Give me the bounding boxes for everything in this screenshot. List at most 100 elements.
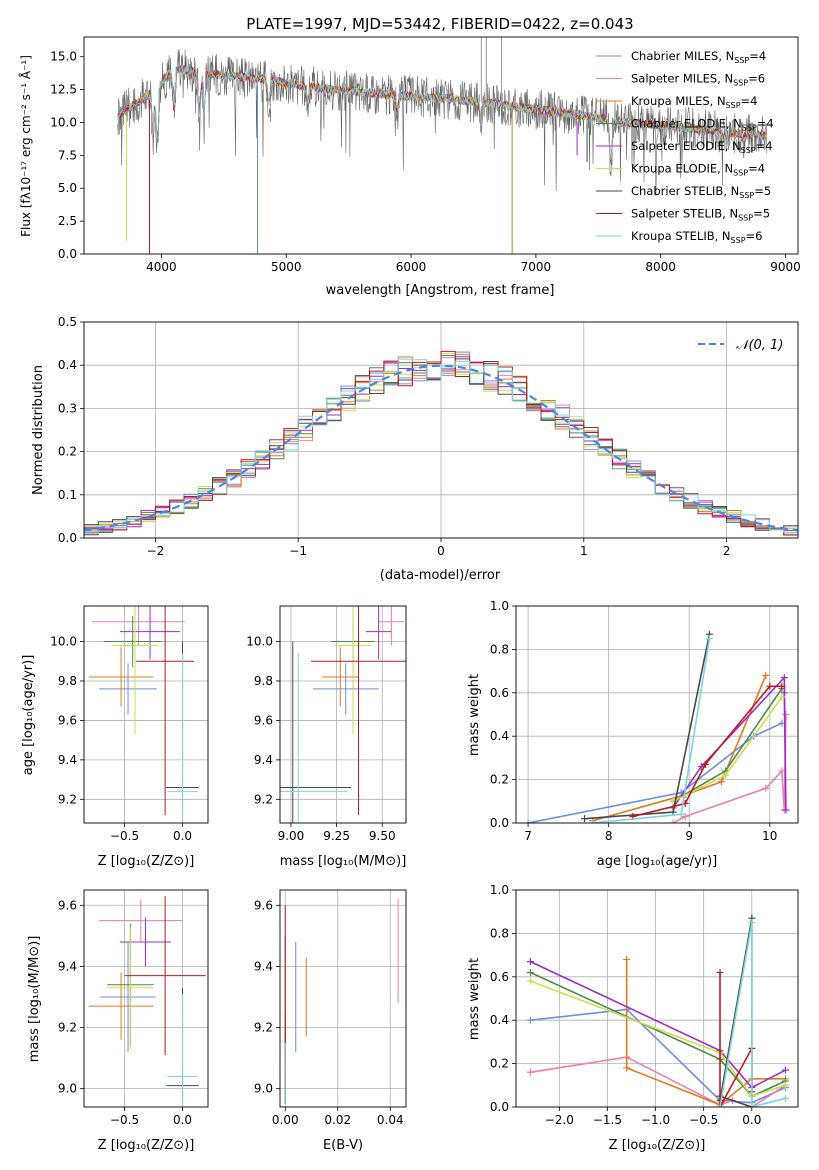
mass-weight-series-1 [672,714,787,823]
histogram-legend: 𝒩(0, 1) [698,338,783,353]
y-tick-label: 0.5 [58,315,77,329]
mass-weight-series-1 [530,1056,786,1107]
age-vs-mass-xlabel: mass [log₁₀(M/M⊙)] [280,854,407,869]
plot-marks [88,896,206,1107]
x-tick-label: 2 [723,544,731,558]
mass-weight-series-5 [530,980,786,1098]
mass-weight-series-3 [530,971,786,1098]
x-tick-label: 9 [685,829,693,843]
legend-name: Salpeter STELIB, N [631,207,738,221]
y-tick-label: 9.0 [254,1082,273,1096]
mass-weight-point [623,1064,631,1072]
legend-name: Chabrier MILES, N [631,49,734,63]
x-tick-label: −1 [289,544,307,558]
y-tick-label: 9.4 [254,959,273,973]
legend-label: Chabrier MILES, NSSP=4 [631,49,766,65]
mass-vs-z-xlabel: Z [log₁₀(Z/Z⊙)] [98,1138,195,1153]
plot-marks [84,350,798,538]
mass-weight-vs-age-ylabel: mass weight [467,674,482,756]
mass-weight-point [778,682,786,690]
mass-weight-point [780,689,788,697]
gaussian-legend-label: 𝒩(0, 1) [736,338,783,353]
legend-label: Kroupa ELODIE, NSSP=4 [631,162,765,178]
x-tick-label: 0.0 [173,1113,192,1127]
mass-weight-point [716,1103,724,1107]
x-tick-label: 7000 [521,260,552,274]
spectrum-plot-area: 4000 5000 6000 7000 8000 9000 0.0 2.5 5.0 7.5 10.0… [50,36,801,274]
y-tick-label: 1.0 [490,883,509,897]
x-tick-label: 9000 [770,260,801,274]
axes-frame [279,605,407,824]
mass-weight-vs-age-xlabel: age [log₁₀(age/yr)] [597,854,718,869]
x-tick-label: 9.00 [278,829,305,843]
mass-weight-point [623,955,631,963]
mass-weight-point [705,635,713,643]
legend-sub: SSP [731,236,746,245]
legend-sub: SSP [734,56,749,65]
y-tick-label: 1.0 [490,599,509,613]
legend-name: Chabrier STELIB, N [631,184,739,198]
plot-marks [526,914,789,1107]
mass-weight-point [526,977,534,985]
mass-weight-point [781,1066,789,1074]
mass-weight-point [580,815,588,823]
mass-weight-vs-z-ylabel: mass weight [467,958,482,1040]
y-tick-label: 9.2 [58,792,77,806]
mass-weight-point [681,812,689,820]
y-tick-label: 10.0 [50,635,77,649]
y-tick-label: 9.4 [254,753,273,767]
axes-frame [515,605,799,824]
legend-label: Salpeter MILES, NSSP=6 [631,72,765,88]
age-vs-z-plot-area: −0.5 0.0 9.2 9.4 9.6 9.8 10.0 [50,605,209,843]
legend-sub: SSP [726,101,741,110]
mass-vs-z-ylabel: mass [log₁₀(M/M⊙)] [27,936,42,1063]
mass-weight-point [677,810,685,818]
y-tick-label: 0.4 [490,1013,509,1027]
axes-frame [515,889,799,1108]
x-tick-label: 0 [437,544,445,558]
x-tick-label: 0.04 [377,1113,404,1127]
x-tick-label: 1 [580,544,588,558]
y-tick-label: 0.0 [58,247,77,261]
plot-marks [88,606,199,823]
mass-weight-point [669,819,677,823]
y-tick-label: 0.8 [490,926,509,940]
legend-val: =4 [749,49,766,63]
y-tick-label: 9.2 [254,792,273,806]
legend-sub: SSP [733,79,748,88]
mass-weight-point [778,767,786,775]
x-tick-label: 0.00 [272,1113,299,1127]
x-tick-label: 0.0 [173,829,192,843]
y-tick-label: 9.2 [254,1021,273,1035]
x-tick-label: 0.02 [324,1113,351,1127]
mass-weight-vs-z-xlabel: Z [log₁₀(Z/Z⊙)] [609,1138,706,1153]
y-tick-label: 9.2 [58,1021,77,1035]
legend-name: Kroupa STELIB, N [631,229,731,243]
y-tick-label: 0.2 [58,445,77,459]
y-tick-label: 9.6 [58,898,77,912]
mass-weight-point [762,784,770,792]
spectrum-xlabel: wavelength [Angstrom, rest frame] [326,283,555,298]
y-tick-label: 9.6 [254,898,273,912]
legend-label: Chabrier ELODIE, NSSP=4 [631,117,774,133]
x-tick-label: −1.0 [641,1113,670,1127]
x-tick-label: −2 [147,544,165,558]
y-tick-label: 9.0 [58,1082,77,1096]
y-tick-label: 15.0 [50,50,77,64]
y-tick-label: 0.4 [58,358,77,372]
x-tick-label: 8000 [645,260,676,274]
y-tick-label: 9.6 [254,713,273,727]
histogram-panel: −2 −1 0 1 2 0.0 0.1 0.2 0.3 0.4 0.5 (data-model)/e… [31,315,799,583]
mass-weight-point [781,1081,789,1089]
mass-weight-point [526,958,534,966]
mass-vs-ebv-plot-area: 0.00 0.02 0.04 9.0 9.2 9.4 9.6 [254,889,407,1127]
mass-weight-vs-z-plot-area: −2.0 −1.5 −1.0 −0.5 0.0 0.0 0.2 0.4 0.6 0.8 1.0 [490,883,799,1127]
x-tick-label: −1.5 [593,1113,622,1127]
x-tick-label: 9.25 [323,829,350,843]
gaussian-curve [84,364,798,532]
axes-frame [83,889,209,1108]
legend-val: =6 [748,72,765,86]
spectrum-panel: 4000 5000 6000 7000 8000 9000 0.0 2.5 5.0 7.5 10.0… [18,36,801,298]
histogram-xlabel: (data-model)/error [380,568,501,583]
mass-weight-point [526,1016,534,1024]
